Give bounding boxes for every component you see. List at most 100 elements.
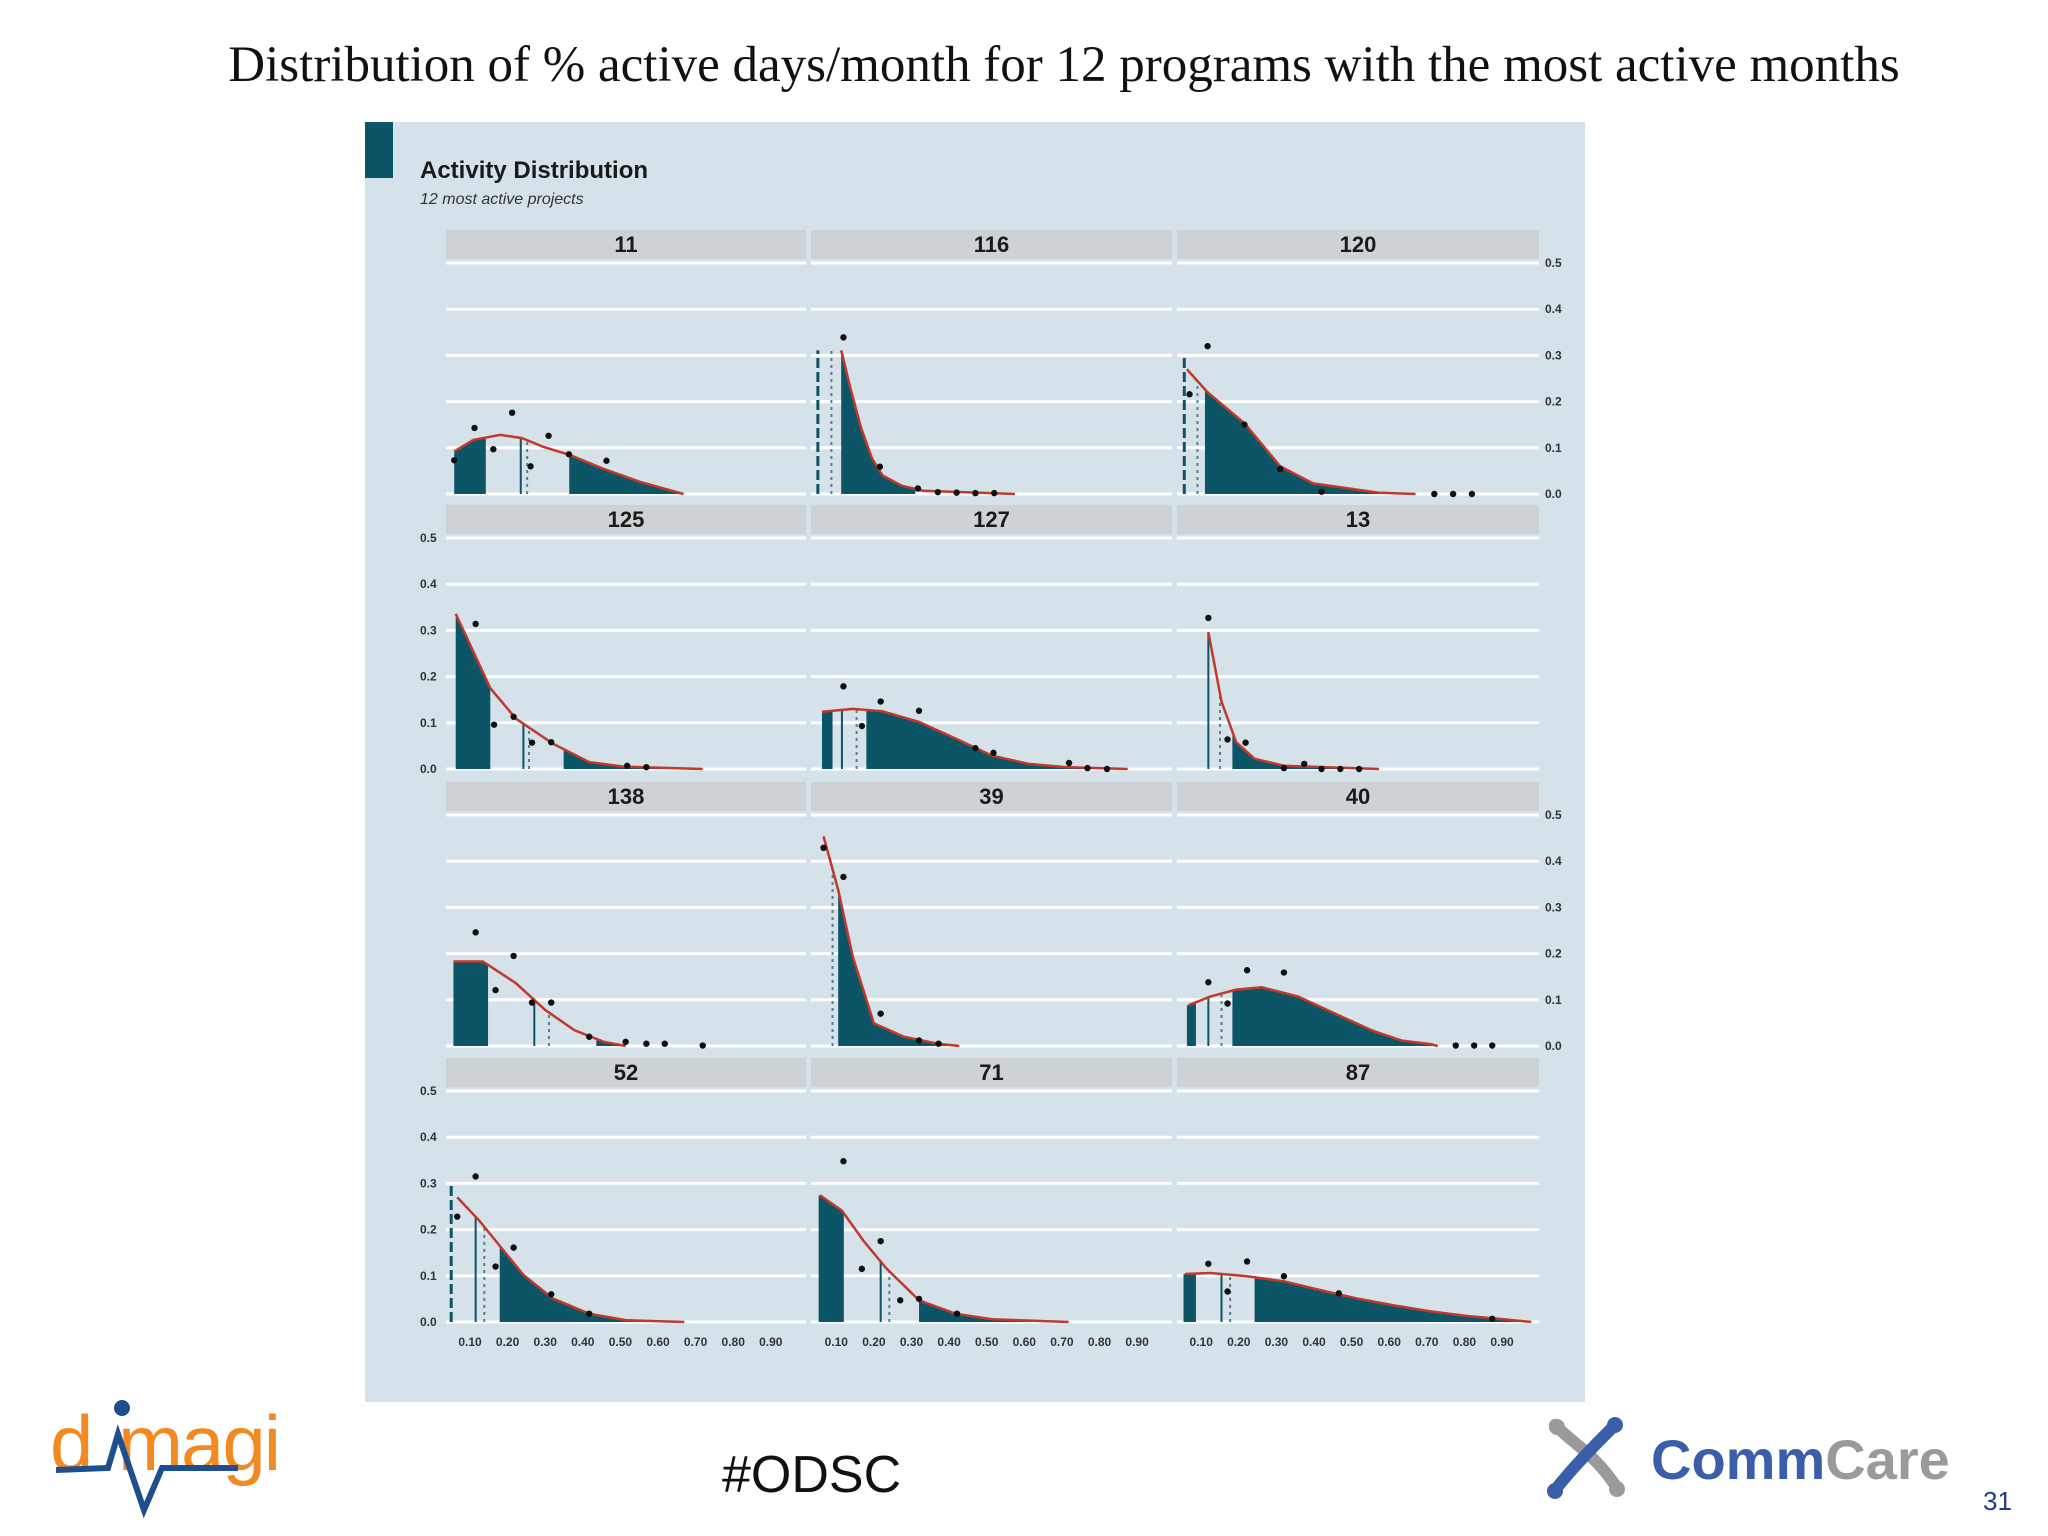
x-tick-label: 0.50 [975,1335,999,1349]
data-point [877,1010,884,1017]
panel-label: 138 [608,784,645,809]
data-point [623,762,631,769]
panel-52: 52 0.0 0.1 0.2 0.3 0.4 0.5 0.10 0.20 0.30 0.40 0.50… [420,1058,806,1349]
x-tick-label: 0.20 [862,1335,886,1349]
panel-label: 71 [979,1060,1003,1085]
panel-138: 138 [446,782,806,1049]
data-point [858,722,866,730]
data-point [1243,1258,1251,1265]
panel-116: 116 [811,230,1172,497]
panel-strip [1177,1058,1539,1087]
panel-strip [446,1058,806,1087]
x-tick-label: 0.50 [1340,1335,1364,1349]
data-point [1065,759,1073,767]
data-point [915,707,923,714]
data-point [472,1173,479,1180]
y-tick-label: 0.2 [1545,947,1562,961]
commcare-logo: CommCare [1547,1417,1950,1499]
x-tick-label: 0.40 [571,1335,595,1349]
data-point [603,457,610,464]
density-fill [1204,389,1416,494]
panel-label: 13 [1346,507,1370,532]
x-tick-label: 0.20 [1227,1335,1251,1349]
x-tick-label: 0.40 [937,1335,961,1349]
y-tick-label: 0.2 [1545,395,1562,409]
y-tick-label: 0.4 [1545,302,1562,316]
y-tick-label: 0.3 [420,1176,437,1190]
data-point [1103,765,1111,773]
data-point [528,739,536,746]
y-tick-label: 0.4 [1545,854,1562,868]
data-point [934,488,942,496]
data-point [1280,1273,1288,1280]
data-point [991,489,998,497]
panel-40: 40 0.0 0.1 0.2 0.3 0.4 0.5 [1177,782,1562,1053]
density-curve [456,1196,685,1324]
x-tick-label: 0.70 [684,1335,708,1349]
data-point [915,1295,923,1303]
x-tick-label: 0.80 [1453,1335,1477,1349]
svg-text:magi: magi [118,1399,279,1487]
panel-label: 87 [1346,1060,1370,1085]
data-point [990,749,997,757]
slide-title: Distribution of % active days/month for … [228,37,1900,93]
data-point [1241,421,1248,428]
data-point [972,745,979,752]
density-fill [596,1038,626,1046]
hashtag: #ODSC [722,1446,902,1504]
x-tick-label: 0.60 [1378,1335,1402,1349]
data-point [1468,490,1476,498]
y-tick-label: 0.5 [1545,256,1562,270]
data-point [548,1291,555,1298]
data-point [454,1213,461,1220]
data-point [661,1040,668,1047]
density-curve [819,1194,1069,1324]
data-point [472,620,479,628]
data-point [840,1158,847,1165]
density-fill [841,350,916,494]
density-fill [453,961,489,1046]
y-tick-label: 0.0 [1545,1039,1562,1053]
data-point [1224,1288,1231,1295]
data-point [492,1263,499,1270]
density-fill [822,710,833,769]
y-tick-label: 0.4 [420,577,437,591]
x-tick-label: 0.10 [1190,1335,1214,1349]
data-point [1205,1260,1212,1267]
density-fill [454,437,486,494]
data-point [840,873,847,881]
svg-text:CommCare: CommCare [1651,1428,1950,1491]
density-curve [453,433,684,496]
density-fill [1232,987,1438,1046]
data-point [527,463,534,470]
data-point [1335,1290,1343,1297]
data-point [585,1033,593,1040]
y-tick-label: 0.2 [420,1223,437,1237]
panel-label: 52 [614,1060,638,1085]
density-fill [866,710,1128,769]
data-point [1452,1042,1459,1049]
y-tick-label: 0.4 [420,1130,437,1144]
x-tick-label: 0.80 [1088,1335,1112,1349]
panel-label: 11 [614,232,637,257]
data-point [972,489,979,497]
data-point [548,739,555,746]
x-tick-label: 0.30 [534,1335,558,1349]
x-tick-label: 0.30 [1265,1335,1289,1349]
density-fill [499,1245,685,1322]
data-point [510,713,517,720]
panel-label: 120 [1340,232,1377,257]
data-point [840,683,847,690]
chart-subtitle: 12 most active projects [420,191,584,208]
data-point [1224,1000,1231,1007]
x-tick-label: 0.90 [1490,1335,1514,1349]
data-point [1449,490,1457,498]
panel-label: 116 [974,232,1010,257]
data-point [953,1310,961,1317]
data-point [1186,391,1193,398]
data-point [492,986,499,994]
data-point [699,1042,706,1049]
density-fill [1232,731,1380,769]
x-tick-label: 0.10 [458,1335,482,1349]
density-curve [1184,1271,1532,1324]
